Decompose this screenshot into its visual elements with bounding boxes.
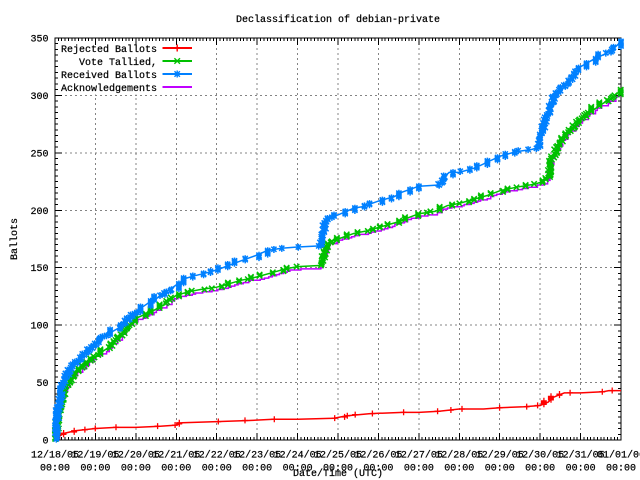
svg-text:Acknowledgements: Acknowledgements — [61, 83, 157, 95]
svg-text:350: 350 — [30, 35, 48, 46]
svg-text:00:00: 00:00 — [566, 464, 596, 475]
svg-text:100: 100 — [30, 322, 48, 333]
svg-text:150: 150 — [30, 264, 48, 275]
svg-text:Declassification of debian-pri: Declassification of debian-private — [236, 14, 440, 26]
svg-text:12/31/05: 12/31/05 — [557, 450, 605, 462]
svg-text:12/22/05: 12/22/05 — [193, 450, 241, 462]
svg-text:250: 250 — [30, 149, 48, 160]
svg-text:00:00: 00:00 — [404, 464, 434, 475]
svg-text:Vote Tallied,: Vote Tallied, — [79, 57, 157, 69]
svg-text:00:00: 00:00 — [40, 464, 70, 475]
svg-text:12/27/05: 12/27/05 — [395, 450, 443, 462]
svg-text:00:00: 00:00 — [485, 464, 515, 475]
svg-text:00:00: 00:00 — [242, 464, 272, 475]
svg-text:Received Ballots: Received Ballots — [61, 70, 157, 82]
svg-text:50: 50 — [36, 379, 48, 390]
svg-text:00:00: 00:00 — [444, 464, 474, 475]
svg-text:00:00: 00:00 — [202, 464, 232, 475]
svg-text:12/30/05: 12/30/05 — [516, 450, 564, 462]
svg-text:12/28/05: 12/28/05 — [435, 450, 483, 462]
svg-text:12/23/05: 12/23/05 — [233, 450, 281, 462]
svg-text:12/24/05: 12/24/05 — [274, 450, 322, 462]
svg-text:Date/Time (UTC): Date/Time (UTC) — [293, 468, 383, 480]
svg-text:00:00: 00:00 — [121, 464, 151, 475]
svg-text:01/01/06: 01/01/06 — [597, 450, 640, 462]
svg-text:0: 0 — [42, 437, 48, 448]
svg-text:00:00: 00:00 — [525, 464, 555, 475]
svg-text:12/18/05: 12/18/05 — [31, 450, 79, 462]
svg-text:00:00: 00:00 — [283, 464, 313, 475]
svg-text:300: 300 — [30, 92, 48, 103]
svg-text:00:00: 00:00 — [80, 464, 110, 475]
svg-text:12/25/05: 12/25/05 — [314, 450, 362, 462]
svg-text:12/21/05: 12/21/05 — [152, 450, 200, 462]
svg-text:200: 200 — [30, 207, 48, 218]
svg-text:12/26/05: 12/26/05 — [354, 450, 402, 462]
svg-text:12/20/05: 12/20/05 — [112, 450, 160, 462]
svg-text:12/29/05: 12/29/05 — [476, 450, 524, 462]
svg-text:00:00: 00:00 — [606, 464, 636, 475]
svg-text:Rejected Ballots: Rejected Ballots — [61, 44, 157, 56]
svg-text:00:00: 00:00 — [363, 464, 393, 475]
svg-text:00:00: 00:00 — [161, 464, 191, 475]
svg-text:12/19/05: 12/19/05 — [71, 450, 119, 462]
svg-text:00:00: 00:00 — [323, 464, 353, 475]
svg-text:Ballots: Ballots — [9, 218, 21, 260]
